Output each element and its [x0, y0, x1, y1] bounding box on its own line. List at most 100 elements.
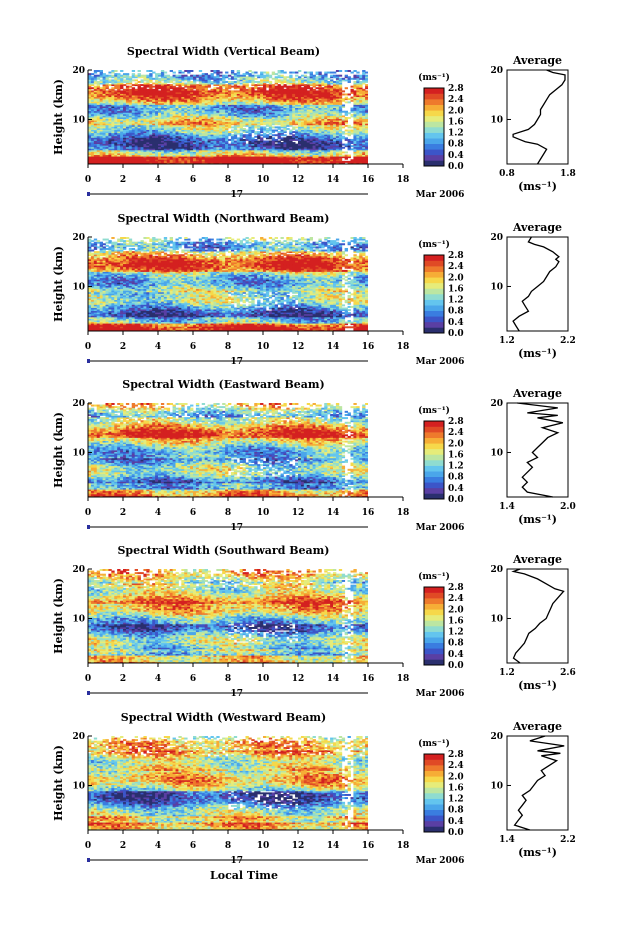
- heatmap-cell: [102, 110, 106, 113]
- heatmap-cell: [105, 106, 109, 108]
- heatmap-cell: [181, 145, 185, 148]
- heatmap-cell: [306, 151, 311, 154]
- heatmap-cell: [353, 106, 357, 108]
- heatmap-cell: [286, 113, 290, 116]
- heatmap-cell: [166, 124, 171, 127]
- heatmap-cell: [204, 121, 208, 124]
- heatmap-cell: [324, 88, 328, 91]
- heatmap-cell: [111, 138, 115, 141]
- heatmap-cell: [125, 131, 130, 134]
- heatmap-cell: [330, 113, 334, 116]
- heatmap-cell: [163, 91, 168, 94]
- heatmap-cell: [102, 96, 106, 99]
- heatmap-cell: [353, 80, 357, 83]
- heatmap-cell: [289, 138, 293, 141]
- heatmap-cell: [169, 146, 173, 149]
- heatmap-cell: [190, 76, 194, 79]
- heatmap-cell: [166, 157, 171, 160]
- heatmap-cell: [268, 148, 273, 151]
- heatmap-cell: [178, 101, 182, 104]
- heatmap-cell: [120, 102, 124, 105]
- heatmap-cell: [295, 154, 299, 157]
- heatmap-cell: [350, 126, 354, 129]
- heatmap-cell: [166, 98, 171, 101]
- heatmap-cell: [365, 159, 368, 162]
- heatmap-cell: [230, 159, 235, 162]
- heatmap-cell: [222, 79, 226, 82]
- heatmap-cell: [236, 82, 241, 85]
- heatmap-cell: [108, 117, 112, 119]
- heatmap-cell: [131, 93, 136, 96]
- heatmap-cell: [155, 87, 159, 90]
- heatmap-cell: [120, 91, 124, 94]
- heatmap-cell: [204, 159, 208, 162]
- heatmap-cell: [204, 98, 208, 101]
- heatmap-cell: [102, 120, 106, 123]
- heatmap-cell: [289, 153, 293, 155]
- heatmap-cell: [233, 143, 238, 146]
- heatmap-cell: [128, 93, 133, 96]
- heatmap-cell: [306, 84, 311, 87]
- heatmap-cell: [327, 99, 331, 102]
- heatmap-cell: [303, 98, 308, 101]
- heatmap-cell: [219, 134, 223, 137]
- heatmap-cell: [195, 142, 200, 145]
- heatmap-cell: [96, 113, 101, 116]
- heatmap-cell: [131, 127, 136, 130]
- heatmap-cell: [233, 160, 238, 163]
- heatmap-cell: [236, 118, 241, 121]
- heatmap-cell: [362, 109, 366, 112]
- heatmap-cell: [169, 91, 173, 94]
- heatmap-cell: [143, 115, 147, 118]
- heatmap-cell: [160, 98, 165, 101]
- heatmap-cell: [263, 91, 267, 94]
- heatmap-cell: [341, 115, 346, 118]
- heatmap-cell: [230, 134, 235, 137]
- heatmap-cell: [271, 99, 276, 102]
- heatmap-cell: [190, 143, 194, 146]
- heatmap-cell: [114, 91, 118, 94]
- heatmap-cell: [303, 156, 308, 159]
- heatmap-cell: [216, 162, 220, 164]
- heatmap-cell: [216, 159, 220, 162]
- heatmap-cell: [198, 123, 203, 126]
- heatmap-cell: [233, 140, 238, 143]
- heatmap-cell: [213, 112, 217, 115]
- heatmap-cell: [99, 98, 103, 101]
- heatmap-cell: [280, 149, 284, 152]
- heatmap-cell: [286, 87, 290, 90]
- heatmap-cell: [248, 138, 252, 141]
- heatmap-cell: [271, 87, 276, 90]
- heatmap-cell: [143, 134, 147, 137]
- heatmap-cell: [318, 109, 322, 112]
- heatmap-cell: [216, 113, 220, 116]
- heatmap-cell: [295, 123, 299, 126]
- heatmap-cell: [169, 156, 173, 159]
- heatmap-cell: [158, 146, 162, 149]
- heatmap-cell: [216, 106, 220, 108]
- heatmap-cell: [251, 95, 255, 98]
- heatmap-cell: [99, 148, 103, 151]
- heatmap-cell: [306, 123, 311, 126]
- heatmap-cell: [125, 124, 130, 127]
- heatmap-cell: [242, 124, 246, 127]
- heatmap-cell: [143, 160, 147, 163]
- heatmap-cell: [245, 121, 249, 124]
- heatmap-cell: [315, 134, 319, 137]
- heatmap-cell: [105, 157, 109, 160]
- heatmap-cell: [163, 113, 168, 116]
- heatmap-cell: [341, 98, 346, 101]
- heatmap-cell: [111, 91, 115, 94]
- heatmap-cell: [137, 112, 141, 115]
- heatmap-cell: [193, 148, 197, 151]
- heatmap-cell: [280, 157, 284, 160]
- heatmap-cell: [143, 77, 147, 80]
- heatmap-cell: [96, 88, 101, 91]
- heatmap-cell: [265, 148, 270, 151]
- heatmap-cell: [242, 84, 246, 87]
- heatmap-cell: [257, 149, 261, 152]
- heatmap-cell: [356, 151, 360, 154]
- heatmap-cell: [257, 137, 261, 140]
- heatmap-cell: [309, 113, 313, 116]
- heatmap-cell: [303, 93, 308, 96]
